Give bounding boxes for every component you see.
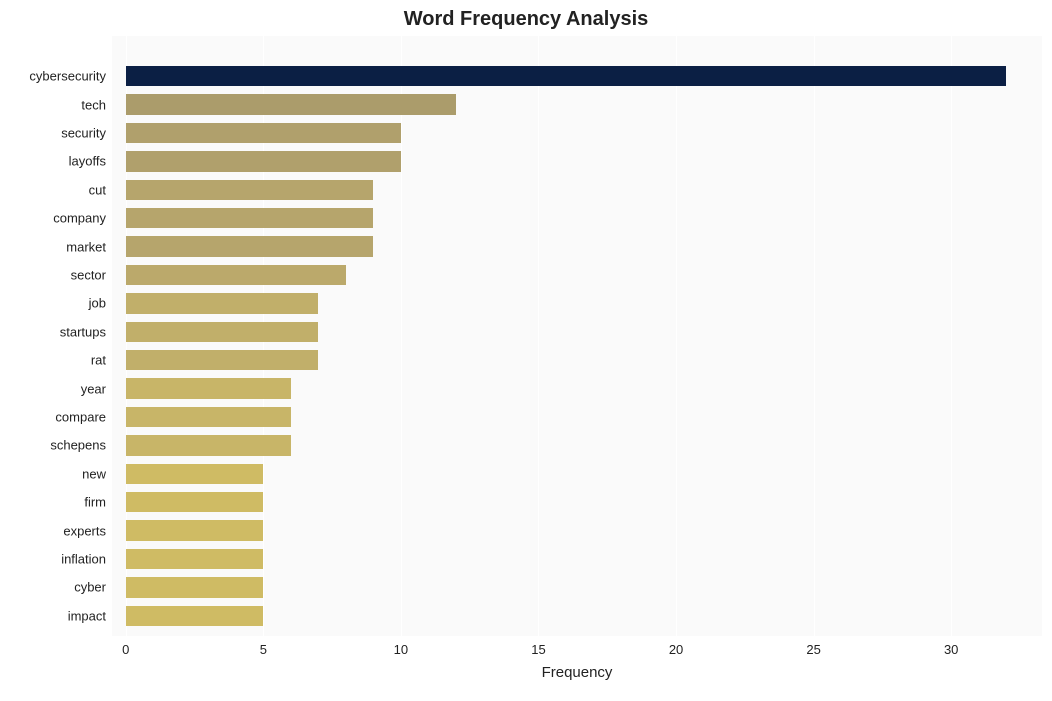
bar-rect <box>126 407 291 427</box>
bar-label: sector <box>71 267 112 282</box>
x-tick-label: 25 <box>806 642 820 657</box>
bar-row: schepens <box>112 435 1042 455</box>
bar-rect <box>126 123 401 143</box>
bar-row: job <box>112 293 1042 313</box>
x-tick-label: 20 <box>669 642 683 657</box>
bar-label: market <box>66 239 112 254</box>
bar-rect <box>126 265 346 285</box>
bar-label: security <box>61 125 112 140</box>
bar-label: cybersecurity <box>29 69 112 84</box>
x-tick-label: 10 <box>394 642 408 657</box>
bar-row: cut <box>112 180 1042 200</box>
bar-label: year <box>81 381 112 396</box>
bar-row: cyber <box>112 577 1042 597</box>
bar-label: experts <box>63 523 112 538</box>
bar-label: layoffs <box>69 154 112 169</box>
bar-label: cut <box>89 182 112 197</box>
bar-rect <box>126 151 401 171</box>
bar-rect <box>126 378 291 398</box>
bar-rect <box>126 520 264 540</box>
bar-label: startups <box>60 324 112 339</box>
bar-row: impact <box>112 606 1042 626</box>
bar-row: cybersecurity <box>112 66 1042 86</box>
bar-label: cyber <box>74 580 112 595</box>
bar-rect <box>126 66 1006 86</box>
bar-rect <box>126 549 264 569</box>
bar-label: compare <box>55 409 112 424</box>
x-tick-label: 15 <box>531 642 545 657</box>
bar-row: startups <box>112 322 1042 342</box>
x-axis: 051015202530 Frequency <box>112 636 1042 676</box>
bar-row: tech <box>112 94 1042 114</box>
bar-label: tech <box>81 97 112 112</box>
plot-area: cybersecurity tech security layoffs cut compa… <box>112 36 1042 636</box>
bar-label: impact <box>68 608 112 623</box>
bar-rect <box>126 606 264 626</box>
bar-rect <box>126 577 264 597</box>
bar-rect <box>126 94 456 114</box>
bar-row: compare <box>112 407 1042 427</box>
x-tick-label: 30 <box>944 642 958 657</box>
x-tick-label: 0 <box>122 642 129 657</box>
bar-row: market <box>112 236 1042 256</box>
bar-rect <box>126 350 319 370</box>
bar-rect <box>126 435 291 455</box>
bars-container: cybersecurity tech security layoffs cut compa… <box>112 36 1042 636</box>
bar-row: sector <box>112 265 1042 285</box>
x-axis-title: Frequency <box>112 664 1042 681</box>
bar-label: firm <box>84 495 112 510</box>
x-tick-label: 5 <box>260 642 267 657</box>
bar-row: layoffs <box>112 151 1042 171</box>
word-frequency-chart: Word Frequency Analysis cybersecuritytec… <box>0 0 1052 701</box>
bar-label: inflation <box>61 551 112 566</box>
bar-label: job <box>89 296 112 311</box>
bar-label: schepens <box>50 438 112 453</box>
bar-rect <box>126 293 319 313</box>
bar-row: new <box>112 464 1042 484</box>
bar-rect <box>126 208 374 228</box>
bar-label: company <box>53 211 112 226</box>
chart-title: Word Frequency Analysis <box>0 8 1052 31</box>
bar-rect <box>126 236 374 256</box>
bar-row: firm <box>112 492 1042 512</box>
bar-label: rat <box>91 353 112 368</box>
bar-rect <box>126 492 264 512</box>
bar-row: company <box>112 208 1042 228</box>
bar-rect <box>126 464 264 484</box>
bar-label: new <box>82 466 112 481</box>
bar-row: year <box>112 378 1042 398</box>
bar-row: security <box>112 123 1042 143</box>
bar-row: rat <box>112 350 1042 370</box>
bar-rect <box>126 322 319 342</box>
bar-row: experts <box>112 520 1042 540</box>
bar-row: inflation <box>112 549 1042 569</box>
bar-rect <box>126 180 374 200</box>
